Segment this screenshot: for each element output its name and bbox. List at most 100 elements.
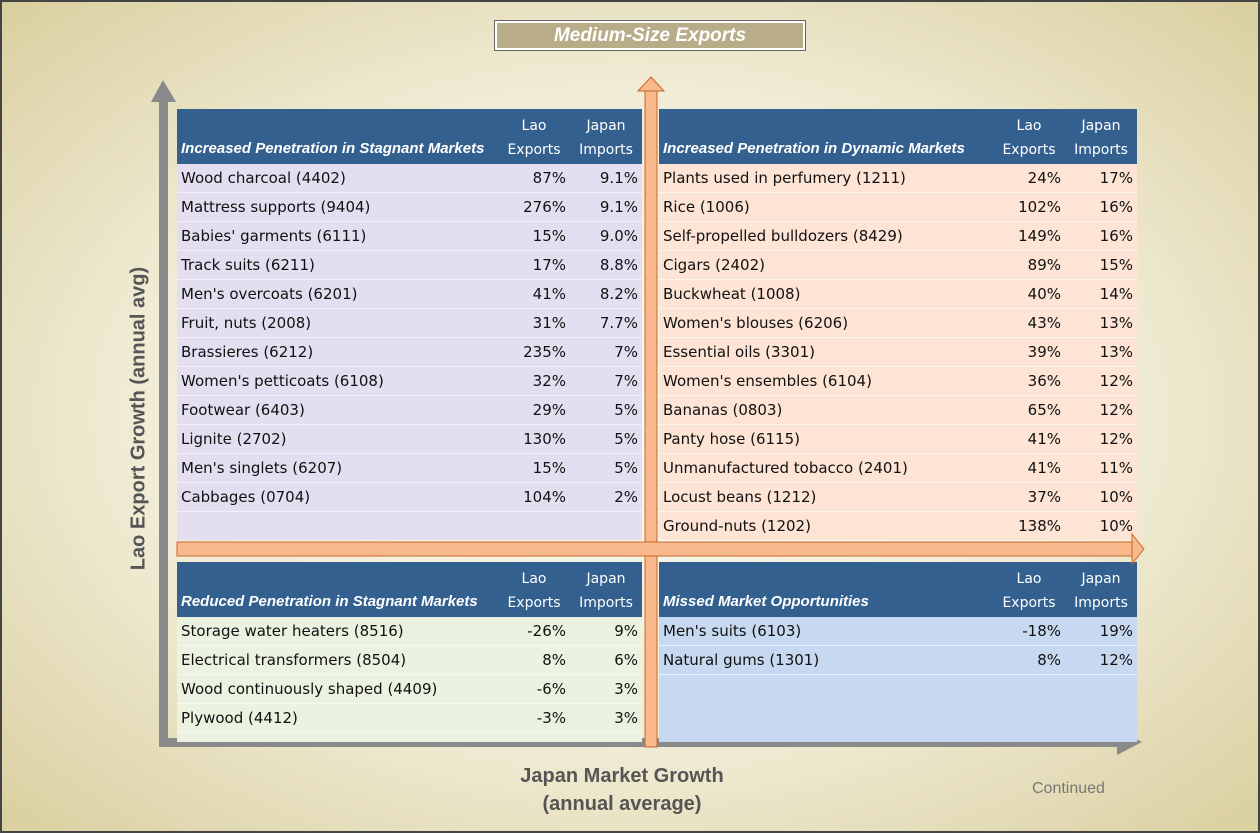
table-row: Wood continuously shaped (4409) -6% 3% — [177, 674, 642, 704]
cell-value: 39% — [993, 337, 1065, 367]
table-row: Ground-nuts (1202) 138% 10% — [659, 511, 1137, 541]
cell-product: Ground-nuts (1202) — [659, 511, 993, 541]
table-row: Lignite (2702) 130% 5% — [177, 424, 642, 454]
cell-value: 24% — [993, 164, 1065, 193]
cell-value: 9.1% — [570, 192, 642, 222]
table-row: Bananas (0803) 65% 12% — [659, 395, 1137, 425]
cell-value: 10% — [1065, 482, 1137, 512]
cell-value: 32% — [498, 366, 570, 396]
slide-title: Medium-Size Exports — [494, 20, 806, 51]
column-header: Lao Exports — [498, 562, 570, 617]
table-row: Women's ensembles (6104) 36% 12% — [659, 366, 1137, 396]
cell-value: -18% — [993, 617, 1065, 646]
cell-product: Men's singlets (6207) — [177, 453, 498, 483]
cell-product: Locust beans (1212) — [659, 482, 993, 512]
cell-value: 8.2% — [570, 279, 642, 309]
cell-product: Women's ensembles (6104) — [659, 366, 993, 396]
cell-value: 9% — [570, 617, 642, 646]
cell-value: 12% — [1065, 366, 1137, 396]
cell-product: Track suits (6211) — [177, 250, 498, 280]
header-row: Missed Market Opportunities Lao Exports Ja… — [659, 562, 1137, 617]
y-axis-head — [151, 80, 176, 102]
cell-product: Bananas (0803) — [659, 395, 993, 425]
quadrant-table: Missed Market Opportunities Lao Exports Ja… — [659, 562, 1137, 675]
cell-value: 8% — [498, 645, 570, 675]
table-row: Locust beans (1212) 37% 10% — [659, 482, 1137, 512]
header-row: Increased Penetration in Stagnant Market… — [177, 109, 642, 164]
cell-product: Storage water heaters (8516) — [177, 617, 498, 646]
cell-value: 12% — [1065, 424, 1137, 454]
y-axis-label: Lao Export Growth (annual avg) — [127, 266, 150, 571]
cell-value: 89% — [993, 250, 1065, 280]
cell-value: 65% — [993, 395, 1065, 425]
table-row: Women's blouses (6206) 43% 13% — [659, 308, 1137, 338]
quadrant-table: Reduced Penetration in Stagnant Markets L… — [177, 562, 642, 733]
table-row: Natural gums (1301) 8% 12% — [659, 645, 1137, 675]
cell-value: 7% — [570, 366, 642, 396]
cell-value: 87% — [498, 164, 570, 193]
cell-value: 14% — [1065, 279, 1137, 309]
header-row: Reduced Penetration in Stagnant Markets L… — [177, 562, 642, 617]
cell-value: 41% — [498, 279, 570, 309]
quadrant: Reduced Penetration in Stagnant Markets L… — [177, 562, 642, 742]
table-row: Track suits (6211) 17% 8.8% — [177, 250, 642, 280]
cell-value: 104% — [498, 482, 570, 512]
footer: Continued — [1032, 780, 1105, 797]
cell-value: 149% — [993, 221, 1065, 251]
table-row: Essential oils (3301) 39% 13% — [659, 337, 1137, 367]
cell-product: Electrical transformers (8504) — [177, 645, 498, 675]
quadrant-table: Increased Penetration in Stagnant Market… — [177, 109, 642, 512]
table-row: Men's overcoats (6201) 41% 8.2% — [177, 279, 642, 309]
cell-product: Essential oils (3301) — [659, 337, 993, 367]
horizontal-arrow-head — [1131, 532, 1145, 566]
cell-value: 5% — [570, 453, 642, 483]
cell-value: -26% — [498, 617, 570, 646]
vertical-arrow — [644, 89, 658, 748]
y-axis — [159, 97, 168, 747]
table-row: Buckwheat (1008) 40% 14% — [659, 279, 1137, 309]
column-header: Japan Imports — [1065, 562, 1137, 617]
table-row: Cigars (2402) 89% 15% — [659, 250, 1137, 280]
table-row: Wood charcoal (4402) 87% 9.1% — [177, 164, 642, 193]
quadrant-title: Increased Penetration in Dynamic Markets — [659, 109, 993, 164]
cell-value: 15% — [498, 453, 570, 483]
quadrant: Increased Penetration in Dynamic Markets… — [659, 109, 1137, 541]
vertical-arrow-head — [636, 76, 666, 92]
cell-value: 43% — [993, 308, 1065, 338]
cell-value: 102% — [993, 192, 1065, 222]
cell-product: Babies' garments (6111) — [177, 221, 498, 251]
table-row: Storage water heaters (8516) -26% 9% — [177, 617, 642, 646]
cell-value: 31% — [498, 308, 570, 338]
table-row: Unmanufactured tobacco (2401) 41% 11% — [659, 453, 1137, 483]
cell-value: 41% — [993, 424, 1065, 454]
table-row: Women's petticoats (6108) 32% 7% — [177, 366, 642, 396]
x-axis — [162, 738, 1122, 747]
cell-value: 12% — [1065, 395, 1137, 425]
cell-value: 5% — [570, 424, 642, 454]
cell-value: 19% — [1065, 617, 1137, 646]
cell-value: 138% — [993, 511, 1065, 541]
horizontal-arrow — [176, 541, 1133, 557]
cell-value: 13% — [1065, 337, 1137, 367]
cell-product: Natural gums (1301) — [659, 645, 993, 675]
cell-product: Fruit, nuts (2008) — [177, 308, 498, 338]
cell-value: 13% — [1065, 308, 1137, 338]
cell-value: 9.1% — [570, 164, 642, 193]
cell-product: Plywood (4412) — [177, 703, 498, 733]
quadrant-title: Increased Penetration in Stagnant Market… — [177, 109, 498, 164]
cell-product: Men's suits (6103) — [659, 617, 993, 646]
table-row: Cabbages (0704) 104% 2% — [177, 482, 642, 512]
table-row: Men's singlets (6207) 15% 5% — [177, 453, 642, 483]
table-row: Men's suits (6103) -18% 19% — [659, 617, 1137, 646]
table-row: Footwear (6403) 29% 5% — [177, 395, 642, 425]
cell-value: 29% — [498, 395, 570, 425]
cell-value: 235% — [498, 337, 570, 367]
cell-product: Lignite (2702) — [177, 424, 498, 454]
table-row: Mattress supports (9404) 276% 9.1% — [177, 192, 642, 222]
cell-value: 16% — [1065, 221, 1137, 251]
cell-value: 2% — [570, 482, 642, 512]
cell-value: 17% — [498, 250, 570, 280]
table-row: Fruit, nuts (2008) 31% 7.7% — [177, 308, 642, 338]
cell-product: Brassieres (6212) — [177, 337, 498, 367]
